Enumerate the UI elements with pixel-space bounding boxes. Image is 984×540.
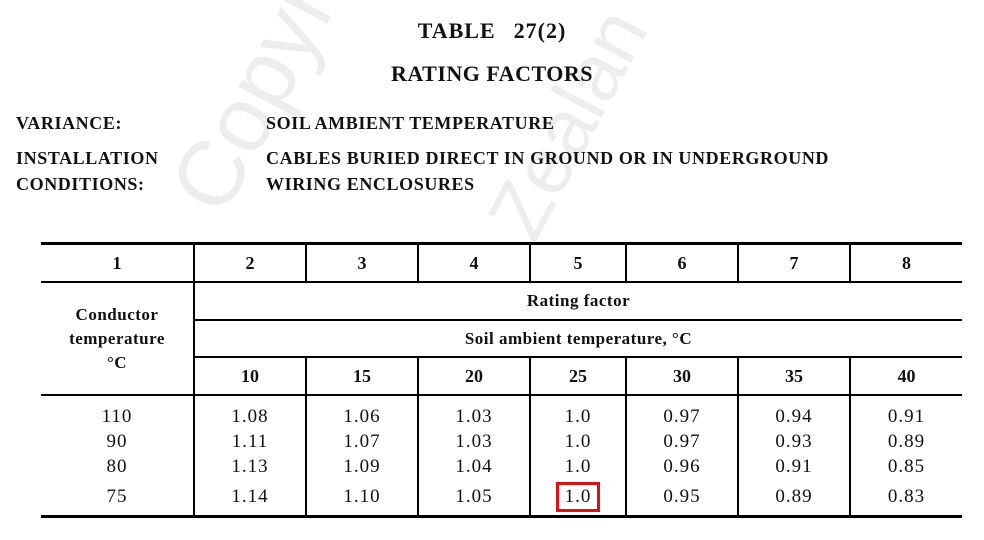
table-cell: 1.10 [305, 479, 418, 517]
table-cell: 1.0 [564, 456, 592, 477]
table-data-block: 110 90 80 1.08 1.11 1.13 1.06 1.07 1.09 … [41, 395, 962, 479]
table-cell: 1.09 [343, 456, 381, 477]
soil-temp-heading: 25 [529, 357, 626, 396]
table-title: TABLE 27(2) [0, 18, 984, 44]
installation-value-line2: WIRING ENCLOSURES [266, 174, 475, 194]
soil-temp-heading: 35 [737, 357, 850, 396]
table-cell: 0.95 [625, 479, 738, 517]
column-number: 1 [41, 243, 194, 283]
column-number: 8 [849, 243, 962, 283]
soil-temp-heading: 10 [193, 357, 306, 396]
conductor-temperature-header: Conductor temperature °C [41, 282, 194, 396]
conductor-header-line2: temperature [69, 328, 165, 348]
table-number: 27(2) [513, 18, 567, 43]
table-cell: 1.03 [455, 406, 493, 427]
installation-label-line2: CONDITIONS: [16, 174, 145, 194]
table-cell: 1.08 [231, 406, 269, 427]
table-cell: 0.91 [775, 456, 813, 477]
rating-factors-table: 1 2 3 4 5 6 7 8 Conductor temperature °C… [41, 242, 962, 518]
conductor-temp-column: 110 90 80 [41, 395, 194, 479]
conductor-header-line1: Conductor [75, 304, 159, 324]
rating-factor-header: Rating factor [193, 282, 962, 321]
factor-column: 0.97 0.97 0.96 [625, 395, 738, 479]
table-cell: 80 [106, 456, 128, 477]
soil-temp-heading: 40 [849, 357, 962, 396]
factor-column: 0.94 0.93 0.91 [737, 395, 850, 479]
soil-temperature-header-row: Soil ambient temperature, °C [41, 320, 962, 358]
factor-column: 0.91 0.89 0.85 [849, 395, 962, 479]
variance-value: SOIL AMBIENT TEMPERATURE [266, 113, 555, 133]
column-number-row: 1 2 3 4 5 6 7 8 [41, 243, 962, 283]
table-cell: 75 [106, 486, 128, 507]
table-cell: 1.03 [455, 431, 493, 452]
highlighted-cell: 1.0 [529, 479, 626, 517]
table-subtitle: RATING FACTORS [391, 61, 593, 86]
soil-temp-heading: 15 [305, 357, 418, 396]
highlight-box: 1.0 [555, 482, 601, 512]
table-cell: 1.04 [455, 456, 493, 477]
column-number: 3 [305, 243, 418, 283]
soil-ambient-temperature-header: Soil ambient temperature, °C [193, 320, 962, 358]
factor-column: 1.03 1.03 1.04 [417, 395, 530, 479]
factor-column: 1.08 1.11 1.13 [193, 395, 306, 479]
soil-temperature-values-row: 10 15 20 25 30 35 40 [41, 357, 962, 396]
table-label: TABLE [417, 18, 496, 43]
column-number: 5 [529, 243, 626, 283]
factor-column: 1.0 1.0 1.0 [529, 395, 626, 479]
soil-temp-heading: 20 [417, 357, 530, 396]
installation-label-line1: INSTALLATION [16, 148, 159, 168]
table-cell: 1.14 [193, 479, 306, 517]
column-number: 4 [417, 243, 530, 283]
table-cell: 90 [106, 431, 128, 452]
column-number: 7 [737, 243, 850, 283]
table-cell: 110 [101, 406, 133, 427]
table-cell: 1.0 [564, 431, 592, 452]
table-cell: 0.94 [775, 406, 813, 427]
table-cell: 1.13 [231, 456, 269, 477]
table-cell: 1.06 [343, 406, 381, 427]
installation-value-line1: CABLES BURIED DIRECT IN GROUND OR IN UND… [266, 148, 830, 168]
table-cell: 1.07 [343, 431, 381, 452]
table-cell: 0.91 [887, 406, 926, 427]
conductor-header-line3: °C [106, 352, 128, 372]
table-cell: 1.11 [231, 431, 269, 452]
table-cell: 0.89 [887, 431, 926, 452]
table-cell: 1.05 [417, 479, 530, 517]
installation-value: CABLES BURIED DIRECT IN GROUND OR IN UND… [266, 145, 829, 197]
table-cell: 0.96 [663, 456, 701, 477]
soil-temp-heading: 30 [625, 357, 738, 396]
table-cell: 0.93 [775, 431, 813, 452]
table-cell: 1.0 [564, 406, 592, 427]
table-cell: 0.97 [663, 431, 701, 452]
installation-label: INSTALLATION CONDITIONS: [16, 145, 159, 197]
table-cell: 0.85 [887, 456, 926, 477]
table-cell: 0.83 [849, 479, 962, 517]
table-cell: 0.89 [737, 479, 850, 517]
variance-label: VARIANCE: [16, 113, 123, 133]
factor-column: 1.06 1.07 1.09 [305, 395, 418, 479]
rating-factor-header-row: Conductor temperature °C Rating factor [41, 282, 962, 396]
column-number: 2 [193, 243, 306, 283]
table-row: 75 1.14 1.10 1.05 1.0 0.95 0.89 0.83 [41, 479, 962, 517]
column-number: 6 [625, 243, 738, 283]
table-cell: 0.97 [663, 406, 701, 427]
